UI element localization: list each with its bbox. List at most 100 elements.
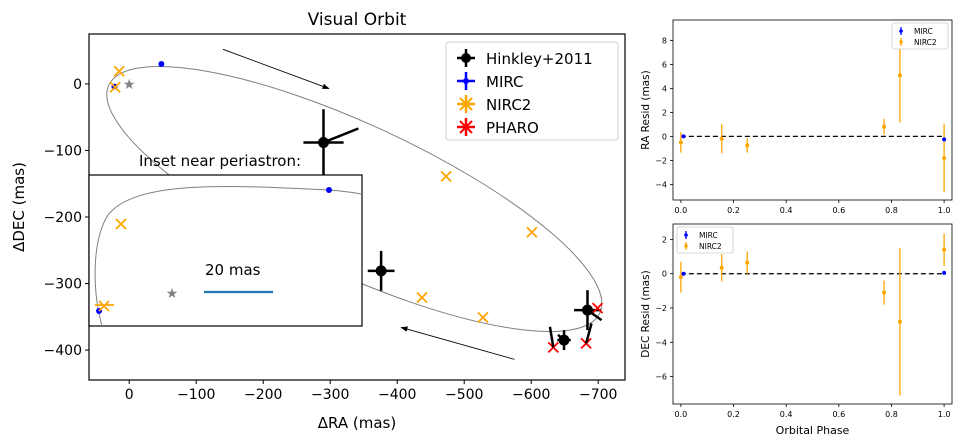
- nirc2-residual-point: [897, 248, 902, 396]
- nirc2-point: [440, 170, 452, 183]
- y-axis-label: RA Resid (mas): [640, 70, 652, 149]
- y-tick-label: −4: [655, 338, 667, 347]
- legend-box: [676, 226, 734, 254]
- data-marker: [681, 134, 686, 139]
- nirc2-point: [113, 65, 125, 77]
- residual-connector: [323, 127, 359, 144]
- direction-arrow: [400, 326, 515, 360]
- x-tick-label: −700: [579, 387, 617, 403]
- x-tick-label: 0.0: [675, 206, 688, 215]
- legend-marker: [684, 244, 688, 248]
- x-tick-label: 1.0: [938, 410, 951, 419]
- legend-item: NIRC2: [457, 95, 531, 114]
- data-marker: [882, 290, 887, 295]
- inset-mirc-point: [326, 187, 332, 193]
- legend-label: MIRC: [914, 27, 933, 36]
- nirc2-residual-point: [882, 119, 887, 135]
- y-tick-label: 2: [662, 108, 667, 117]
- y-tick-label: 8: [662, 36, 667, 45]
- y-tick-label: −4: [655, 180, 667, 189]
- legend-marker-x2: [459, 120, 473, 134]
- legend: MIRC NIRC2: [676, 226, 734, 254]
- legend-item: NIRC2: [899, 38, 937, 47]
- y-tick-label: −300: [44, 277, 82, 293]
- x-axis-label: Orbital Phase: [776, 424, 850, 437]
- plot-frame: [672, 223, 953, 405]
- y-tick-label: −2: [655, 156, 667, 165]
- y-tick-label: −400: [44, 343, 82, 359]
- nirc2-residual-point: [678, 132, 683, 153]
- nirc2-residual-point: [882, 280, 887, 305]
- data-marker: [719, 136, 724, 141]
- hinkley-point: [367, 250, 395, 291]
- x-marker-stroke: [591, 302, 604, 314]
- direction-arrow: [222, 48, 330, 89]
- nirc2-residual-point: [719, 254, 724, 282]
- x-tick-label: −200: [244, 387, 282, 403]
- inset-orbit-curve: [94, 185, 363, 327]
- legend: MIRC NIRC2: [891, 22, 949, 50]
- scale-bar-label: 20 mas: [205, 261, 261, 279]
- data-marker: [942, 137, 947, 142]
- x-marker-stroke: [526, 226, 538, 238]
- inset-nirc2-point: [95, 300, 114, 312]
- legend-item: PHARO: [457, 118, 539, 137]
- data-marker: [882, 124, 887, 129]
- primary-star-icon: ★: [123, 77, 136, 93]
- plot-frame: [672, 19, 953, 201]
- x-tick-label: −500: [445, 387, 483, 403]
- nirc2-residual-point: [942, 233, 947, 266]
- x-marker-stroke: [113, 65, 125, 77]
- legend-label: NIRC2: [486, 96, 531, 114]
- nirc2-residual-point: [678, 261, 683, 293]
- y-tick-label: 6: [662, 60, 667, 69]
- legend-label: PHARO: [486, 119, 539, 137]
- legend-label: Hinkley+2011: [486, 50, 593, 68]
- ra-residual-plot: 0.0 0.2 0.4 0.6 0.8 1.0 −4 −2 0 2 4 6 8 RA Resid (mas…: [640, 19, 953, 215]
- x-tick-label: 0.8: [885, 206, 898, 215]
- x-tick-label: 0.6: [832, 206, 845, 215]
- inset-frame: [88, 174, 363, 327]
- x-tick-label: 0.6: [832, 410, 845, 419]
- mirc-residual-point: [942, 270, 947, 275]
- legend-marker: [899, 40, 903, 44]
- visual-orbit-plot: Visual Orbit ★ 0 −100 −200 −300 −400 −500 −600…: [10, 10, 626, 432]
- data-marker: [897, 73, 902, 78]
- residual-connector: [586, 309, 603, 322]
- mirc-point: [158, 60, 165, 67]
- y-tick-label: −200: [44, 210, 82, 226]
- x-tick-label: −600: [512, 387, 550, 403]
- y-tick-label: −2: [655, 304, 667, 313]
- data-marker: [745, 143, 750, 148]
- y-axis-label: ΔDEC (mas): [10, 162, 28, 252]
- legend-label: MIRC: [699, 231, 718, 240]
- x-tick-label: 0.2: [727, 206, 740, 215]
- x-tick-label: −400: [378, 387, 416, 403]
- x-tick-label: 0.4: [780, 206, 793, 215]
- hinkley-point: [303, 109, 344, 176]
- inset-primary-star-icon: ★: [166, 286, 179, 302]
- legend-marker-x2: [459, 97, 473, 111]
- nirc2-point: [109, 81, 121, 93]
- nirc2-residual-point: [745, 138, 750, 153]
- x-tick-label: 0.2: [727, 410, 740, 419]
- legend-item: NIRC2: [684, 242, 722, 251]
- nirc2-residual-point: [719, 124, 724, 154]
- residual-connector: [557, 333, 565, 342]
- legend-box: [891, 22, 949, 50]
- x-tick-label: 0.0: [675, 410, 688, 419]
- residual-connector: [548, 326, 555, 348]
- x-tick-label: 1.0: [938, 206, 951, 215]
- legend: Hinkley+2011 MIRC NIRC2 PHARO: [445, 41, 619, 141]
- legend-item: MIRC: [899, 27, 933, 36]
- y-tick-label: −100: [44, 143, 82, 159]
- data-marker: [897, 319, 902, 324]
- data-marker: [678, 140, 683, 145]
- data-marker: [681, 271, 686, 276]
- hinkley-marker: [375, 265, 387, 277]
- legend-item: MIRC: [457, 72, 524, 91]
- y-tick-label: 0: [73, 77, 82, 93]
- inset-nirc2-point: [115, 218, 127, 230]
- nirc2-point: [477, 311, 489, 324]
- inset-panel: Inset near periastron: ★ 20 mas: [88, 152, 363, 327]
